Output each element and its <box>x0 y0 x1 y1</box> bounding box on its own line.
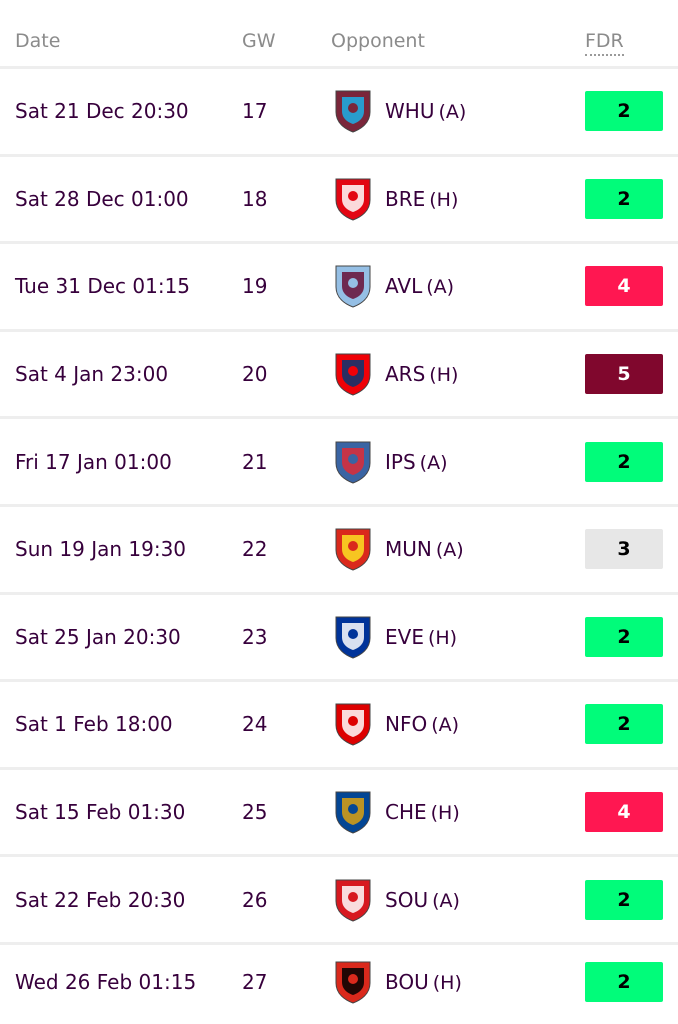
nottingham-forest-badge-icon <box>333 701 373 747</box>
gameweek-number: 23 <box>242 624 268 649</box>
team-short-name: BRE <box>385 186 426 211</box>
fdr-badge: 2 <box>585 441 663 482</box>
fixture-date: Wed 26 Feb 01:15 <box>15 970 197 995</box>
bournemouth-badge-icon <box>333 959 373 1005</box>
fixture-date: Sat 4 Jan 23:00 <box>15 362 169 387</box>
gameweek-number: 22 <box>242 537 268 562</box>
gameweek-number: 24 <box>242 712 268 737</box>
gameweek-number: 27 <box>242 970 268 995</box>
fixture-date: Fri 17 Jan 01:00 <box>15 449 172 474</box>
table-header: Date GW Opponent FDR <box>0 0 678 66</box>
opponent-name[interactable]: MUN (A) <box>385 537 464 561</box>
ipswich-badge-icon <box>333 439 373 485</box>
gameweek-number: 18 <box>242 186 268 211</box>
venue-indicator: (A) <box>432 889 460 912</box>
team-short-name: EVE <box>385 624 424 649</box>
table-row[interactable]: Sat 15 Feb 01:30 25 CHE (H) 4 <box>0 766 678 855</box>
table-row[interactable]: Sat 4 Jan 23:00 20 ARS (H) 5 <box>0 328 678 417</box>
team-short-name: SOU <box>385 887 429 912</box>
venue-indicator: (H) <box>429 188 459 211</box>
arsenal-badge-icon <box>333 351 373 397</box>
team-short-name: IPS <box>385 449 416 474</box>
team-short-name: MUN <box>385 537 432 562</box>
venue-indicator: (H) <box>430 802 460 825</box>
southampton-badge-icon <box>333 877 373 923</box>
fixture-date: Sat 1 Feb 18:00 <box>15 712 173 737</box>
everton-badge-icon <box>333 614 373 660</box>
opponent-name[interactable]: EVE (H) <box>385 625 457 649</box>
opponent-name[interactable]: WHU (A) <box>385 99 466 123</box>
venue-indicator: (H) <box>432 972 462 995</box>
fdr-badge: 2 <box>585 704 663 745</box>
opponent-name[interactable]: BRE (H) <box>385 187 458 211</box>
fdr-badge: 3 <box>585 529 663 570</box>
table-row[interactable]: Fri 17 Jan 01:00 21 IPS (A) 2 <box>0 416 678 504</box>
gw-column-header[interactable]: GW <box>242 30 276 52</box>
team-short-name: NFO <box>385 712 428 737</box>
venue-indicator: (A) <box>419 451 448 474</box>
gameweek-number: 21 <box>242 449 268 474</box>
fdr-badge: 4 <box>585 266 663 307</box>
gameweek-number: 17 <box>242 99 268 124</box>
brentford-badge-icon <box>333 176 373 222</box>
table-row[interactable]: Sat 1 Feb 18:00 24 NFO (A) 2 <box>0 679 678 767</box>
gameweek-number: 20 <box>242 362 268 387</box>
west-ham-badge-icon <box>333 88 373 134</box>
table-row[interactable]: Sat 25 Jan 20:30 23 EVE (H) 2 <box>0 591 678 680</box>
gameweek-number: 25 <box>242 800 268 825</box>
fixture-date: Sat 21 Dec 20:30 <box>15 99 189 124</box>
table-row[interactable]: Sat 28 Dec 01:00 18 BRE (H) 2 <box>0 153 678 242</box>
chelsea-badge-icon <box>333 789 373 835</box>
team-short-name: WHU <box>385 99 435 124</box>
fixture-date: Sun 19 Jan 19:30 <box>15 537 187 562</box>
table-row[interactable]: Sat 22 Feb 20:30 26 SOU (A) 2 <box>0 854 678 942</box>
opponent-name[interactable]: CHE (H) <box>385 800 460 824</box>
venue-indicator: (A) <box>438 101 467 124</box>
opponent-name[interactable]: NFO (A) <box>385 712 459 736</box>
fdr-badge: 2 <box>585 962 663 1003</box>
opponent-name[interactable]: IPS (A) <box>385 450 447 474</box>
venue-indicator: (A) <box>426 276 455 299</box>
table-row[interactable]: Sat 21 Dec 20:30 17 WHU (A) 2 <box>0 66 678 154</box>
opponent-name[interactable]: ARS (H) <box>385 362 458 386</box>
fixture-date: Sat 25 Jan 20:30 <box>15 624 181 649</box>
aston-villa-badge-icon <box>333 263 373 309</box>
fdr-badge: 2 <box>585 178 663 219</box>
team-short-name: AVL <box>385 274 423 299</box>
team-short-name: BOU <box>385 970 429 995</box>
opponent-name[interactable]: SOU (A) <box>385 888 460 912</box>
table-row[interactable]: Tue 31 Dec 01:15 19 AVL (A) 4 <box>0 241 678 329</box>
venue-indicator: (H) <box>427 626 458 649</box>
fdr-badge: 2 <box>585 879 663 920</box>
fixture-date: Sat 15 Feb 01:30 <box>15 800 186 825</box>
fixture-date: Tue 31 Dec 01:15 <box>15 274 191 299</box>
man-utd-badge-icon <box>333 526 373 572</box>
gameweek-number: 19 <box>242 274 268 299</box>
gameweek-number: 26 <box>242 887 268 912</box>
fixture-rows: Sat 21 Dec 20:30 17 WHU (A) 2 Sat 28 Dec 01:0… <box>0 66 678 1020</box>
team-short-name: CHE <box>385 800 427 825</box>
team-short-name: ARS <box>385 362 426 387</box>
opponent-name[interactable]: BOU (H) <box>385 970 462 994</box>
fixture-date: Sat 28 Dec 01:00 <box>15 186 189 211</box>
opponent-column-header[interactable]: Opponent <box>331 30 425 52</box>
date-column-header[interactable]: Date <box>15 30 61 52</box>
venue-indicator: (A) <box>431 714 460 737</box>
venue-indicator: (A) <box>435 539 464 562</box>
fixture-date: Sat 22 Feb 20:30 <box>15 887 186 912</box>
fdr-column-header[interactable]: FDR <box>585 30 624 56</box>
table-row[interactable]: Sun 19 Jan 19:30 22 MUN (A) 3 <box>0 503 678 592</box>
venue-indicator: (H) <box>429 364 459 387</box>
fdr-badge: 5 <box>585 354 663 395</box>
table-row[interactable]: Wed 26 Feb 01:15 27 BOU (H) 2 <box>0 941 678 1020</box>
opponent-name[interactable]: AVL (A) <box>385 274 454 298</box>
fdr-badge: 2 <box>585 91 663 132</box>
fdr-badge: 2 <box>585 616 663 657</box>
fdr-badge: 4 <box>585 792 663 833</box>
